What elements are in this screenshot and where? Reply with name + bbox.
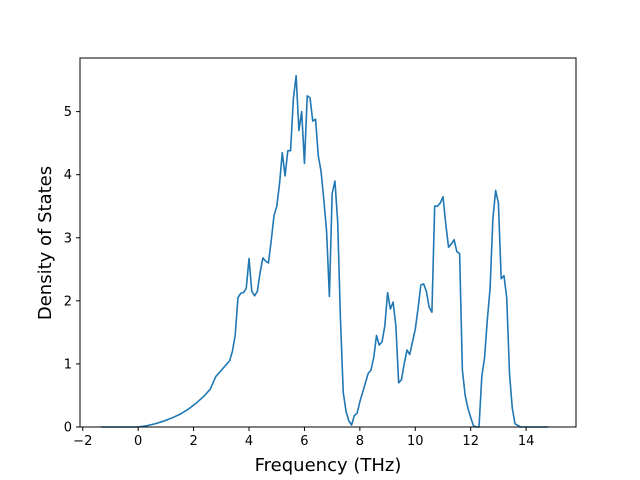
x-tick-label: 14 <box>518 434 535 449</box>
x-tick-label: 8 <box>356 434 364 449</box>
y-tick-label: 3 <box>64 231 72 246</box>
x-tick-label: −2 <box>73 434 92 449</box>
plot-area <box>100 74 549 428</box>
x-tick-label: 2 <box>189 434 197 449</box>
series-line-0 <box>100 74 549 428</box>
x-tick-label: 6 <box>300 434 308 449</box>
y-tick-label: 0 <box>64 421 72 436</box>
x-axis-label: Frequency (THz) <box>255 455 402 476</box>
x-tick-label: 4 <box>245 434 253 449</box>
axes-frame <box>79 57 577 428</box>
y-tick-label: 2 <box>64 294 72 309</box>
x-tick-label: 12 <box>462 434 479 449</box>
y-tick-label: 1 <box>64 357 72 372</box>
y-tick-label: 5 <box>64 105 72 120</box>
x-tick-label: 10 <box>407 434 424 449</box>
x-tick-label: 0 <box>134 434 142 449</box>
y-axis-label: Density of States <box>35 166 56 320</box>
y-tick-label: 4 <box>64 168 72 183</box>
